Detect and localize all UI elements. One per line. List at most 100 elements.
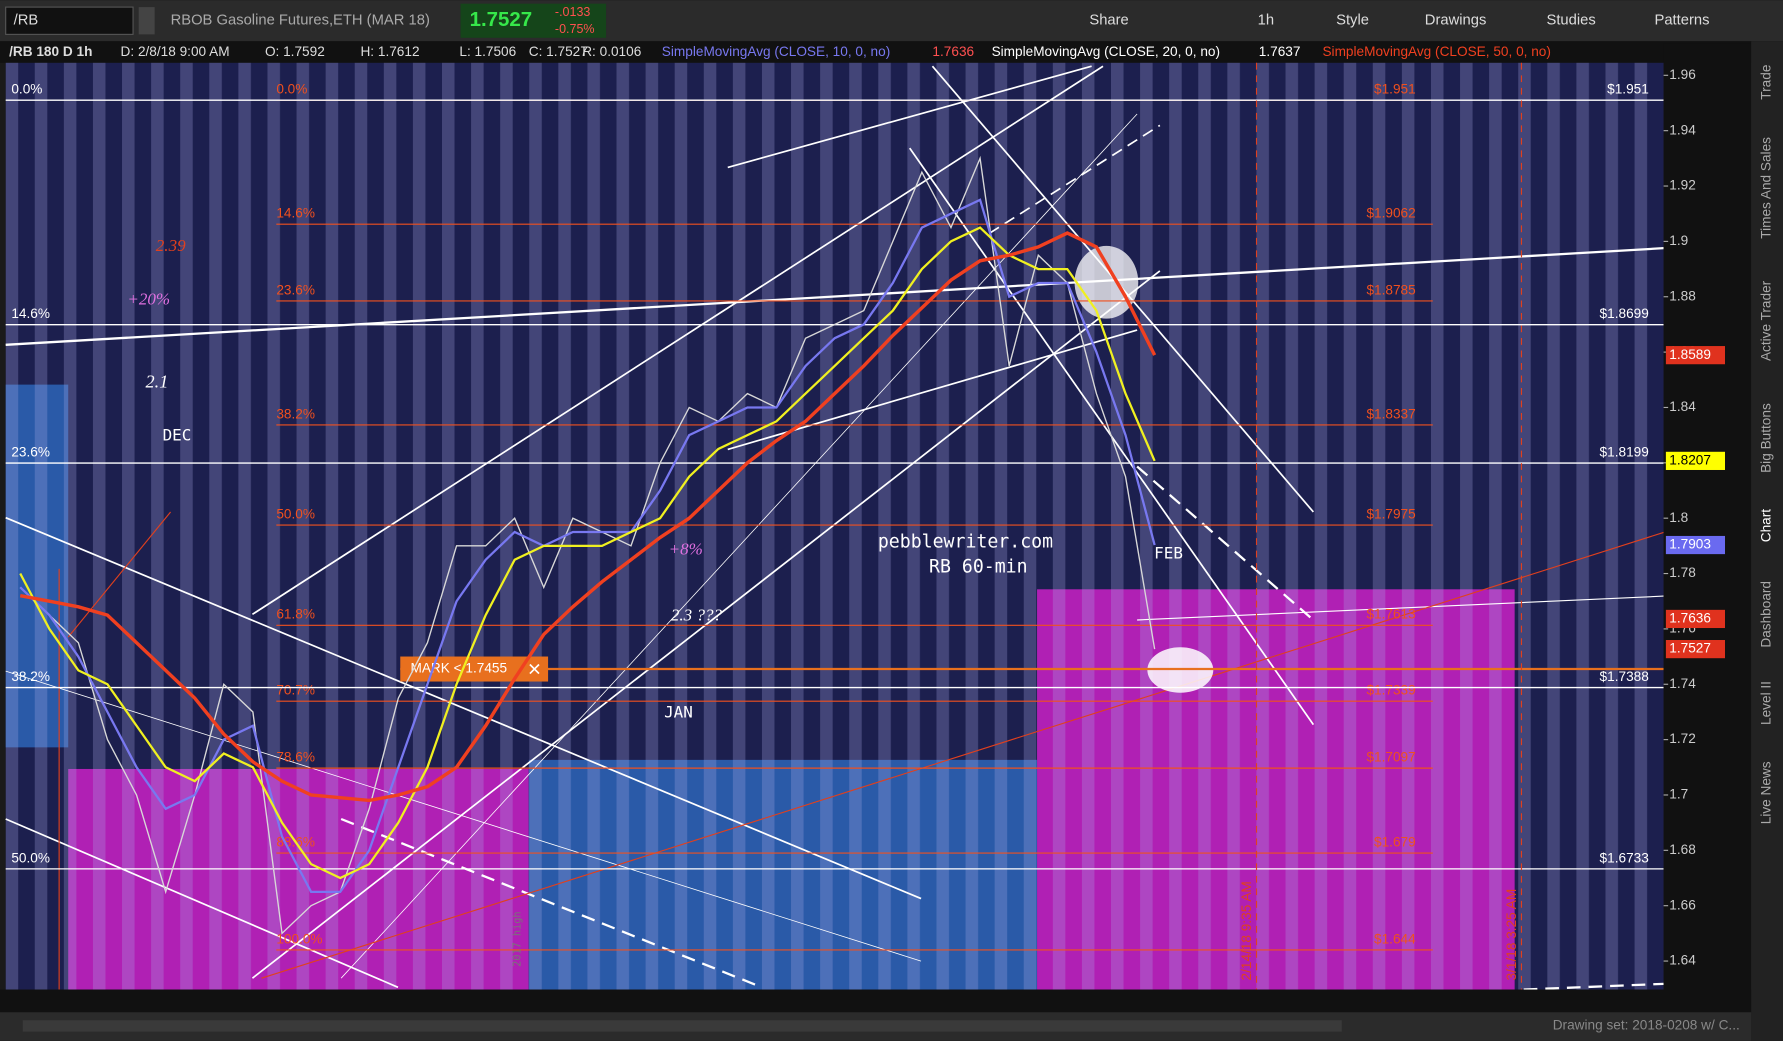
sidebar-tab[interactable]: Big Buttons bbox=[1759, 403, 1774, 473]
fib-pct: 14.6% bbox=[11, 306, 50, 321]
price-tag bbox=[1665, 640, 1726, 659]
fib-price: $1.951 bbox=[1607, 82, 1649, 97]
annotation: 2.1 bbox=[146, 372, 169, 392]
scrollbar[interactable] bbox=[22, 1020, 1342, 1032]
fib-pct: 0.0% bbox=[11, 82, 42, 97]
toolbar-button[interactable]: Share bbox=[1089, 13, 1128, 29]
price-tag bbox=[1665, 451, 1726, 470]
annotation: 2017 high bbox=[512, 911, 523, 966]
fib-price: $1.7097 bbox=[1366, 750, 1415, 765]
status-text: Drawing set: 2018-0208 w/ C... bbox=[1553, 1018, 1740, 1033]
mark-tag bbox=[400, 656, 549, 682]
fib-price: $1.8199 bbox=[1600, 444, 1649, 459]
quote-box bbox=[460, 3, 607, 38]
fib-price: $1.7613 bbox=[1366, 607, 1415, 622]
price-tag bbox=[1665, 535, 1726, 555]
annotation: +20% bbox=[127, 289, 170, 308]
info-bar bbox=[0, 41, 1783, 63]
fib-pct: 38.2% bbox=[11, 669, 50, 684]
trendlines-red bbox=[67, 511, 1664, 979]
price-axis bbox=[1663, 43, 1752, 990]
fib-price: $1.6733 bbox=[1600, 850, 1649, 865]
annotation: FEB bbox=[1154, 544, 1183, 563]
annotation: JAN bbox=[664, 703, 693, 722]
last-price: 1.7527 bbox=[470, 8, 533, 31]
y-tick-label: 1.7 bbox=[1669, 787, 1688, 802]
price-tag bbox=[1665, 346, 1726, 365]
change: -.0133 bbox=[555, 5, 590, 19]
y-tick-label: 1.66 bbox=[1669, 897, 1696, 912]
y-tick-label: 1.8 bbox=[1669, 510, 1688, 525]
sidebar-tab[interactable]: Live News bbox=[1759, 761, 1774, 824]
annotation: 2.3 ??? bbox=[671, 605, 723, 624]
sidebar-tab[interactable]: Active Trader bbox=[1759, 280, 1774, 361]
annotation: DEC bbox=[163, 425, 192, 444]
toolbar-button[interactable]: Style bbox=[1336, 13, 1369, 29]
fib-price: $1.951 bbox=[1374, 82, 1416, 97]
annotation: +8% bbox=[669, 540, 703, 559]
fib-price: $1.9062 bbox=[1366, 206, 1415, 221]
sidebar-tab[interactable]: Trade bbox=[1759, 65, 1774, 100]
toolbar-button[interactable]: 1h bbox=[1258, 13, 1274, 29]
sidebar-tab[interactable]: Chart bbox=[1759, 509, 1774, 543]
fib-price: $1.8785 bbox=[1366, 282, 1415, 297]
fib-price: $1.8699 bbox=[1600, 306, 1649, 321]
fib-pct: 0.0% bbox=[276, 82, 307, 97]
y-tick-label: 1.88 bbox=[1669, 288, 1696, 303]
sidebar-tab[interactable]: Times And Sales bbox=[1759, 137, 1774, 239]
y-tick-label: 1.84 bbox=[1669, 399, 1696, 414]
marker-label: 3/1/18 3:25 AM bbox=[1504, 889, 1519, 981]
toolbar-button[interactable]: Drawings bbox=[1425, 13, 1487, 29]
annotation: 2.39 bbox=[156, 236, 186, 255]
y-tick-label: 1.72 bbox=[1669, 731, 1696, 746]
fib-price: $1.679 bbox=[1374, 834, 1416, 849]
price-tag bbox=[1665, 609, 1726, 629]
fib-pct: 100.0% bbox=[276, 931, 322, 946]
sidebar-tab[interactable]: Dashboard bbox=[1759, 581, 1774, 648]
info-item: C: 1.7527 bbox=[529, 44, 588, 59]
link-btn[interactable] bbox=[138, 7, 155, 35]
sidebar bbox=[1751, 41, 1783, 1041]
toolbar-button[interactable]: Patterns bbox=[1655, 13, 1710, 29]
price-tag-label: 1.7636 bbox=[1669, 611, 1711, 626]
y-tick-label: 1.94 bbox=[1669, 122, 1696, 137]
y-tick-label: 1.96 bbox=[1669, 67, 1696, 82]
annotation: RB 60-min bbox=[929, 557, 1028, 578]
y-tick-label: 1.9 bbox=[1669, 233, 1688, 248]
price-tag-label: 1.7903 bbox=[1669, 537, 1711, 552]
price-tag-label: 1.8207 bbox=[1669, 452, 1711, 467]
symbol: /RB bbox=[14, 13, 39, 29]
fib-price: $1.7339 bbox=[1366, 683, 1415, 698]
fib-pct: 23.6% bbox=[11, 444, 50, 459]
fib-pct: 23.6% bbox=[276, 282, 315, 297]
fib-price: $1.8337 bbox=[1366, 406, 1415, 421]
info-symbol: /RB 180 D 1h bbox=[9, 44, 92, 59]
y-tick-label: 1.64 bbox=[1669, 953, 1696, 968]
mark-label: MARK < 1.7455 bbox=[410, 661, 507, 676]
info-item: H: 1.7612 bbox=[360, 44, 419, 59]
session-stripes bbox=[5, 62, 1664, 990]
fib-pct: 50.0% bbox=[11, 850, 50, 865]
description: RBOB Gasoline Futures,ETH (MAR 18) bbox=[171, 13, 430, 29]
fib-pct: 14.6% bbox=[276, 206, 315, 221]
toolbar-button[interactable]: Studies bbox=[1546, 13, 1595, 29]
price-tag-label: 1.8589 bbox=[1669, 347, 1711, 362]
moving-average bbox=[19, 226, 1156, 880]
mark-close bbox=[529, 663, 540, 675]
y-tick-label: 1.78 bbox=[1669, 565, 1696, 580]
marker-label: 2/14/18 9:35 AM bbox=[1239, 881, 1254, 980]
annotation: pebblewriter.com bbox=[878, 532, 1053, 553]
toolbar bbox=[0, 0, 1783, 42]
price-tag-label: 1.7527 bbox=[1669, 641, 1711, 656]
y-tick-label: 1.92 bbox=[1669, 178, 1696, 193]
sidebar-tab[interactable]: Level II bbox=[1759, 681, 1774, 725]
fib-pct: 50.0% bbox=[276, 506, 315, 521]
price-line bbox=[19, 155, 1156, 935]
moving-average bbox=[19, 231, 1157, 803]
change-pct: -0.75% bbox=[555, 22, 595, 36]
info-item: L: 1.7506 bbox=[459, 44, 516, 59]
symbol-box[interactable] bbox=[5, 6, 134, 35]
y-tick-label: 1.68 bbox=[1669, 842, 1696, 857]
